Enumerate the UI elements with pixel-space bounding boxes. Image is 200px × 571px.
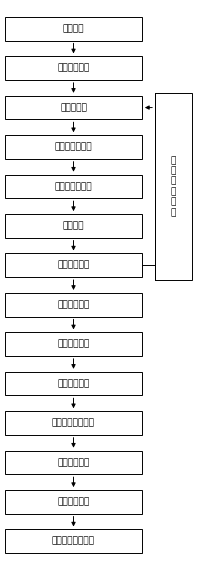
Bar [5,293,142,316]
Text: 密炼机工序: 密炼机工序 [60,103,87,112]
Bar [5,490,142,514]
Bar [5,17,142,41]
Text: 高速混合工序: 高速混合工序 [57,63,90,73]
Text: 贴合上料工序: 贴合上料工序 [57,379,90,388]
Text: 成品包装入库工序: 成品包装入库工序 [52,537,95,546]
Bar [5,96,142,119]
Bar [5,332,142,356]
Text: 压延搭取工序: 压延搭取工序 [57,340,90,349]
Text: 轧轮机塑化工序: 轧轮机塑化工序 [55,182,92,191]
Text: 计量工序: 计量工序 [63,24,84,33]
Bar [5,214,142,238]
Text: 贴合冷却工序: 贴合冷却工序 [57,458,90,467]
Bar [5,372,142,395]
Bar [5,451,142,475]
Bar [155,93,192,280]
Text: 饲
料
回
制
工
序: 饲 料 回 制 工 序 [171,156,176,217]
Text: 四辊压延工序: 四辊压延工序 [57,261,90,270]
Bar [5,254,142,277]
Text: 过滤工序: 过滤工序 [63,222,84,230]
Bar [5,135,142,159]
Text: 贴合搭取工序: 贴合搭取工序 [57,497,90,506]
Bar [5,411,142,435]
Text: 轧轮机塑化工序: 轧轮机塑化工序 [55,143,92,151]
Text: 贴合预热贴合工序: 贴合预热贴合工序 [52,419,95,428]
Text: 压延冷却工序: 压延冷却工序 [57,300,90,309]
Bar [5,529,142,553]
Bar [5,175,142,198]
Bar [5,57,142,80]
